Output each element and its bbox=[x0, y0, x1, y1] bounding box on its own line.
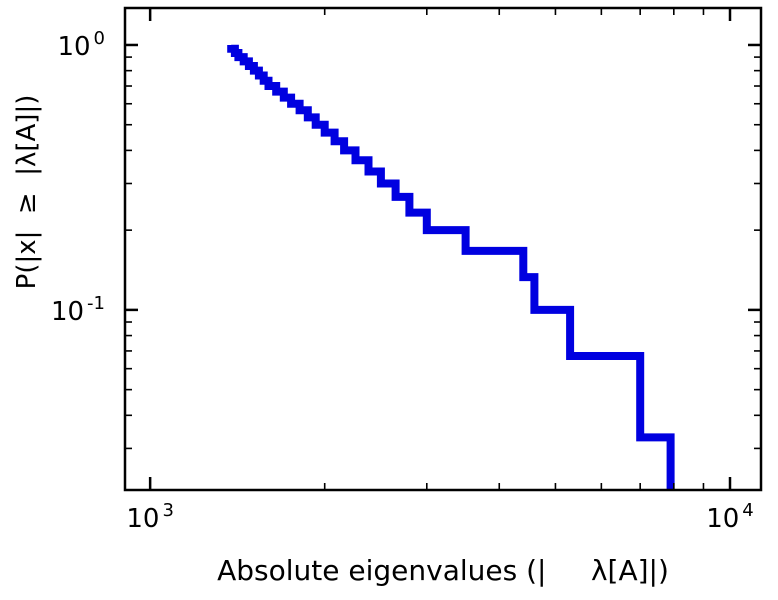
xtick-label: 10 4 bbox=[660, 500, 778, 534]
tick-exponent: 3 bbox=[162, 500, 174, 521]
ccdf-step-line bbox=[227, 44, 675, 490]
y-axis-label: P(|x| ≥ |λ[A]|) bbox=[12, 94, 42, 290]
tick-base: 10 bbox=[706, 504, 740, 534]
axis-ticks bbox=[125, 8, 761, 490]
tick-base: 10 bbox=[126, 504, 160, 534]
ytick-label: 10 -1 bbox=[0, 293, 113, 327]
xtick-label: 10 3 bbox=[80, 500, 220, 534]
tick-base: 10 bbox=[57, 31, 91, 62]
tick-exponent: 4 bbox=[742, 500, 754, 521]
tick-exponent: 0 bbox=[93, 27, 105, 49]
ytick-label: 10 0 bbox=[0, 28, 113, 62]
tick-base: 10 bbox=[50, 296, 85, 327]
plot-frame bbox=[123, 6, 763, 492]
tick-exponent: -1 bbox=[87, 292, 105, 314]
x-axis-label: Absolute eigenvalues (| λ[A]|) bbox=[217, 554, 669, 587]
